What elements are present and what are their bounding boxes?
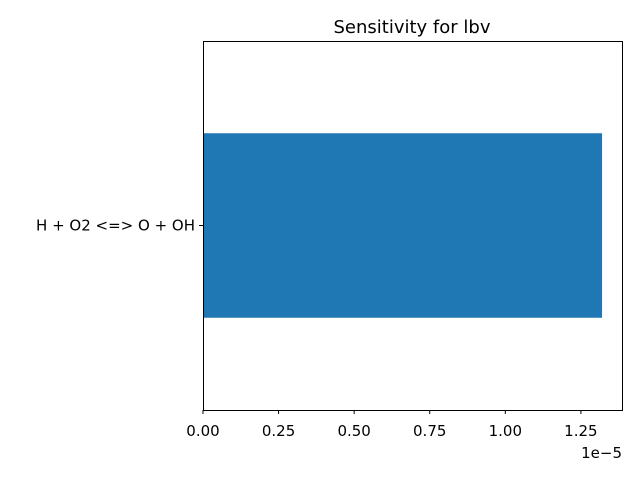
x-tick-label-0: 0.00 <box>186 422 219 440</box>
bar-0 <box>203 133 603 318</box>
y-tick-label-0: H + O2 <=> O + OH <box>36 217 195 235</box>
bars-layer <box>203 133 603 318</box>
chart-title: Sensitivity for lbv <box>334 17 491 38</box>
plot-frame <box>203 41 623 411</box>
x-tick-label-2: 0.50 <box>337 422 370 440</box>
x-tick-label-4: 1.00 <box>489 422 522 440</box>
x-tick-label-1: 0.25 <box>262 422 295 440</box>
x-tick-label-5: 1.25 <box>564 422 597 440</box>
x-axis: 0.00 0.25 0.50 0.75 1.00 1.25 <box>186 410 598 440</box>
y-axis: H + O2 <=> O + OH <box>36 217 203 235</box>
x-axis-offset-label: 1e−5 <box>581 444 622 462</box>
x-tick-label-3: 0.75 <box>413 422 446 440</box>
